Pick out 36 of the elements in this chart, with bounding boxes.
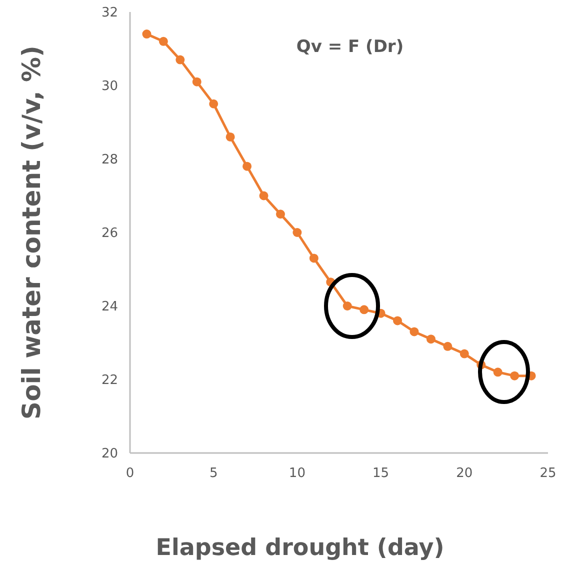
x-tick-label: 15 [372, 466, 390, 481]
point [393, 316, 402, 326]
x-tick-label: 10 [288, 466, 306, 481]
point [226, 132, 235, 142]
text: Qv = F (Dr) [296, 37, 404, 57]
x-tick-label: 25 [540, 466, 556, 481]
point [176, 55, 185, 64]
y-tick-label: 28 [101, 152, 118, 168]
point [292, 228, 302, 237]
point [426, 334, 436, 344]
x-tick-label: 5 [209, 466, 218, 481]
point [209, 99, 218, 108]
y-tick-label: 24 [101, 300, 118, 315]
point [410, 327, 419, 336]
point [443, 342, 452, 351]
point [276, 210, 285, 219]
point [460, 349, 469, 358]
point [242, 162, 252, 171]
y-tick-label: 32 [101, 6, 118, 21]
point [510, 371, 520, 380]
point [309, 254, 318, 263]
point [259, 191, 268, 200]
x-tick-label: 0 [126, 466, 134, 481]
y-tick-label: 22 [101, 373, 118, 388]
point [192, 77, 202, 86]
y-axis-title: Soil water content (v/v, %) [17, 46, 46, 420]
point [342, 302, 352, 310]
point [493, 368, 502, 377]
x-tick-label: 20 [456, 466, 473, 481]
y-tick-label: 30 [101, 79, 118, 94]
point [158, 36, 168, 46]
point [142, 30, 152, 39]
y-tick-label: 20 [101, 446, 118, 462]
x-axis-title: Elapsed drought (day) [156, 535, 444, 561]
y-tick-label: 26 [101, 226, 118, 242]
point [360, 305, 369, 314]
